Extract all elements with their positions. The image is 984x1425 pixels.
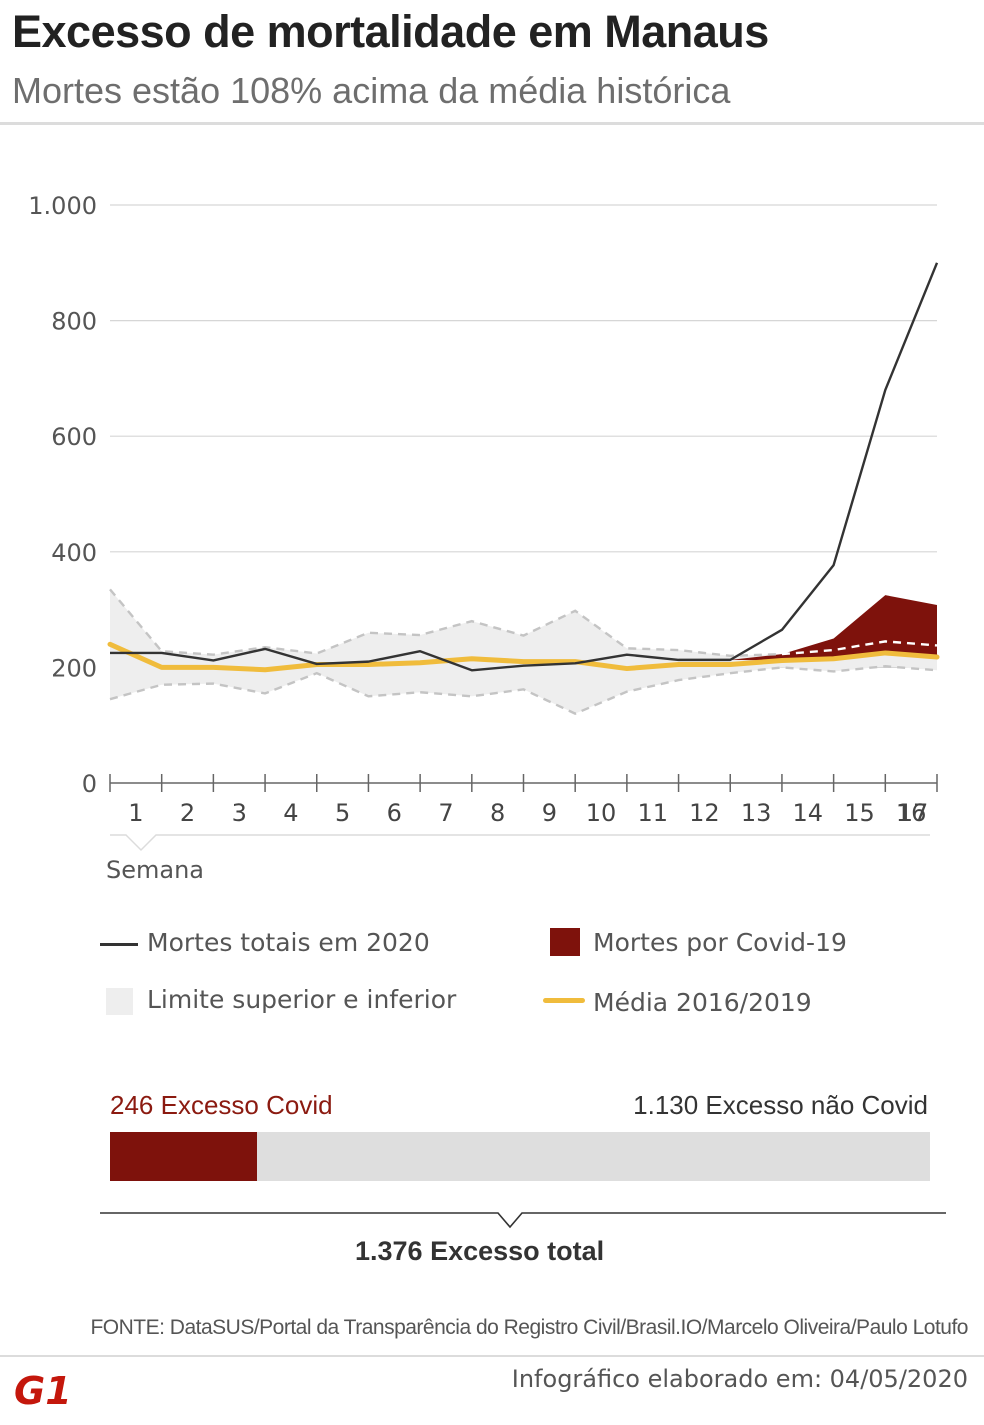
limits-band-area bbox=[110, 589, 937, 714]
x-tick-label: 12 bbox=[689, 799, 720, 827]
y-tick-label: 400 bbox=[51, 539, 97, 567]
x-tick-label: 10 bbox=[586, 799, 617, 827]
date-note: Infográfico elaborado em: 04/05/2020 bbox=[511, 1365, 968, 1393]
covid-area bbox=[730, 595, 937, 661]
legend-average-label: Média 2016/2019 bbox=[593, 988, 812, 1017]
header-divider bbox=[0, 122, 984, 125]
x-axis-label: Semana bbox=[106, 856, 204, 884]
legend-band-swatch bbox=[106, 988, 133, 1015]
grid-lines bbox=[110, 204, 937, 669]
upper-limit-line-covid-segment bbox=[781, 640, 938, 656]
x-tick-label: 1 bbox=[128, 799, 143, 827]
x-axis bbox=[109, 774, 938, 792]
x-tick-label: 4 bbox=[283, 799, 298, 827]
x-axis-label-callout bbox=[110, 834, 930, 852]
covid-excess-label: 246 Excesso Covid bbox=[110, 1090, 333, 1120]
x-tick-label: 7 bbox=[438, 799, 453, 827]
y-tick-label: 0 bbox=[82, 770, 97, 798]
g1-logo: G1 bbox=[12, 1371, 74, 1407]
x-tick-label: 14 bbox=[793, 799, 824, 827]
total-bracket bbox=[100, 1212, 946, 1229]
x-tick-label: 15 bbox=[844, 799, 875, 827]
x-tick-label: 13 bbox=[741, 799, 772, 827]
x-tick-label: 16 bbox=[896, 799, 927, 827]
x-tick-label: 9 bbox=[542, 799, 557, 827]
x-tick-label: 2 bbox=[180, 799, 195, 827]
legend-total-label: Mortes totais em 2020 bbox=[147, 928, 430, 957]
legend-band-label: Limite superior e inferior bbox=[147, 985, 457, 1014]
lower-limit-line bbox=[109, 665, 938, 715]
legend-total-line-swatch bbox=[100, 943, 138, 946]
covid-deaths-area bbox=[730, 595, 937, 661]
chart-title: Excesso de mortalidade em Manaus bbox=[12, 6, 769, 57]
y-tick-label: 800 bbox=[51, 308, 97, 336]
excess-bar bbox=[110, 1132, 930, 1181]
legend-average-swatch bbox=[543, 998, 585, 1003]
x-tick-label: 17 bbox=[898, 799, 929, 827]
x-axis-label-group: Semana bbox=[106, 834, 930, 884]
series-lines bbox=[107, 262, 940, 715]
total-deaths-line bbox=[110, 262, 939, 672]
covid-excess-fill bbox=[110, 1132, 257, 1181]
x-tick-label: 3 bbox=[232, 799, 247, 827]
x-tick-label: 11 bbox=[637, 799, 668, 827]
legend-covid-label: Mortes por Covid-19 bbox=[593, 928, 847, 957]
x-tick-label: 5 bbox=[335, 799, 350, 827]
y-tick-label: 1.000 bbox=[28, 192, 97, 220]
chart-subtitle: Mortes estão 108% acima da média históri… bbox=[12, 70, 731, 111]
limits-band bbox=[110, 589, 937, 714]
legend-covid-swatch bbox=[550, 928, 580, 956]
x-tick-label: 6 bbox=[387, 799, 402, 827]
source-note: FONTE: DataSUS/Portal da Transparência d… bbox=[90, 1316, 968, 1339]
y-axis-ticks: 0 200 400 600 800 1.000 bbox=[28, 192, 97, 798]
total-excess-label: 1.376 Excesso total bbox=[355, 1236, 605, 1266]
footer-divider bbox=[0, 1355, 984, 1357]
average-line bbox=[107, 641, 940, 673]
x-tick-label: 8 bbox=[490, 799, 505, 827]
non-covid-excess-label: 1.130 Excesso não Covid bbox=[633, 1090, 928, 1120]
y-tick-label: 600 bbox=[51, 423, 97, 451]
upper-limit-line bbox=[109, 588, 782, 658]
svg-text:G1: G1 bbox=[14, 1371, 72, 1407]
y-tick-label: 200 bbox=[51, 654, 97, 682]
